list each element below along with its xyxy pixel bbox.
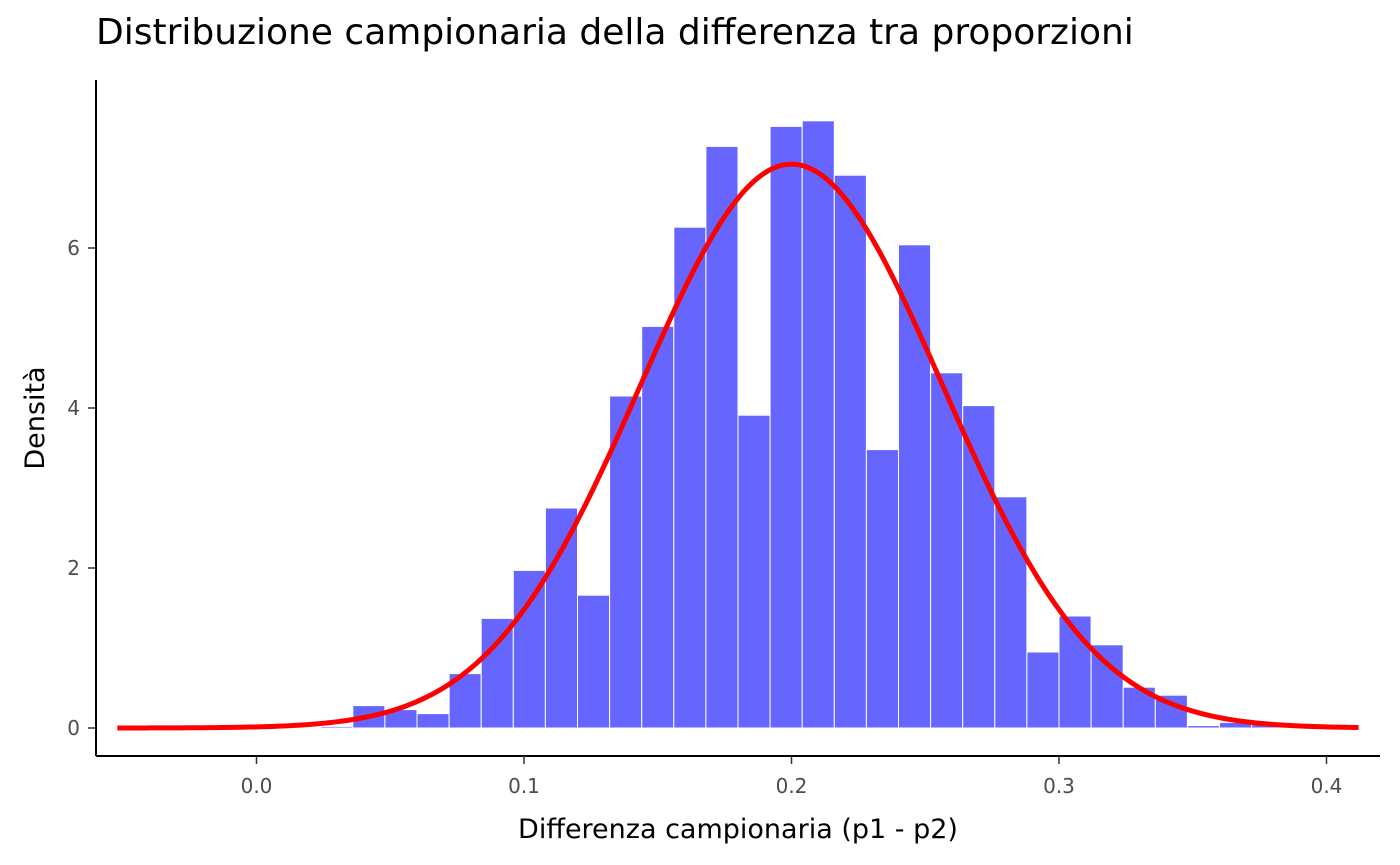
histogram-bar bbox=[801, 120, 835, 729]
histogram-bar bbox=[320, 725, 354, 729]
y-axis-ticks: 0 2 4 6 bbox=[67, 236, 96, 740]
y-tick-label: 2 bbox=[67, 556, 80, 580]
histogram-bar bbox=[544, 507, 579, 729]
y-axis-title: Densità bbox=[20, 366, 51, 469]
histogram-bar bbox=[609, 395, 643, 729]
histogram-bar bbox=[577, 594, 611, 729]
histogram-bar bbox=[416, 713, 450, 729]
x-tick-label: 0.2 bbox=[776, 774, 808, 798]
histogram-bar bbox=[480, 617, 514, 729]
histogram-bar bbox=[865, 449, 900, 729]
chart-title: Distribuzione campionaria della differen… bbox=[96, 12, 1134, 53]
histogram-bar bbox=[930, 372, 964, 729]
density-curve bbox=[117, 161, 1359, 731]
y-tick-label: 4 bbox=[67, 396, 80, 420]
histogram-bar bbox=[833, 174, 867, 729]
histogram-bar bbox=[769, 125, 803, 729]
histogram-bar bbox=[673, 226, 707, 729]
x-tick-label: 0.0 bbox=[241, 774, 273, 798]
histogram-bar bbox=[962, 405, 996, 729]
x-axis-title: Differenza campionaria (p1 - p2) bbox=[518, 814, 958, 845]
y-tick-label: 6 bbox=[67, 236, 80, 260]
histogram-bar bbox=[1026, 651, 1060, 729]
histogram-bar bbox=[512, 569, 546, 729]
histogram-bar bbox=[737, 414, 771, 729]
histogram-bar bbox=[641, 325, 675, 729]
x-tick-label: 0.1 bbox=[508, 774, 540, 798]
x-axis-ticks: 0.0 0.1 0.2 0.3 0.4 bbox=[241, 756, 1343, 798]
histogram-bars bbox=[320, 120, 1285, 729]
histogram-bar bbox=[705, 145, 739, 729]
x-tick-label: 0.4 bbox=[1311, 774, 1343, 798]
histogram-bar bbox=[1186, 725, 1221, 729]
y-tick-label: 0 bbox=[67, 716, 80, 740]
histogram-bar bbox=[1058, 615, 1092, 729]
histogram-bar bbox=[1090, 644, 1124, 729]
x-tick-label: 0.3 bbox=[1043, 774, 1075, 798]
